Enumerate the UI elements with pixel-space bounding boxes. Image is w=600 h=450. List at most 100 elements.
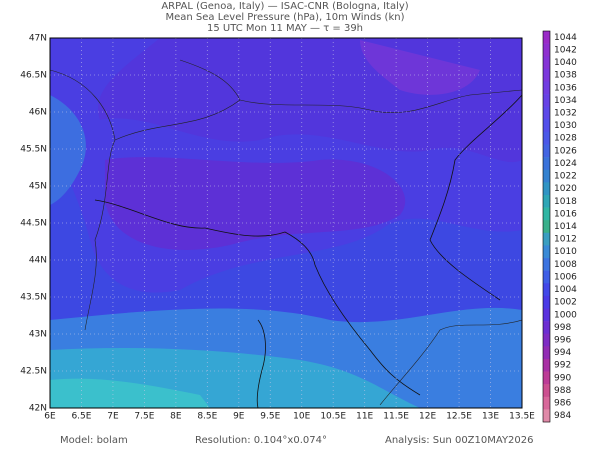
colorbar-swatch [543, 409, 550, 423]
lon-label: 11.5E [383, 412, 409, 422]
colorbar-swatch [543, 283, 550, 297]
colorbar-label: 1016 [554, 209, 577, 219]
colorbar-frame [542, 30, 551, 423]
lon-label: 12E [419, 412, 436, 422]
colorbar-label: 986 [554, 399, 571, 409]
footer-resolution: Resolution: 0.104°x0.074° [195, 435, 327, 446]
lat-label: 43.5N [20, 293, 47, 303]
colorbar-swatch [543, 56, 550, 70]
colorbar-label: 1042 [554, 45, 577, 55]
colorbar-label: 1022 [554, 172, 577, 182]
lon-label: 6E [44, 412, 56, 422]
colorbar-swatch [543, 258, 550, 271]
lat-label: 44.5N [20, 219, 47, 229]
lat-label: 45.5N [20, 145, 47, 155]
footer-analysis: Analysis: Sun 00Z10MAY2026 [385, 435, 534, 446]
colorbar-label: 1010 [554, 247, 577, 257]
lat-label: 43N [29, 330, 47, 340]
colorbar-swatch [543, 68, 550, 82]
lon-label: 11E [356, 412, 373, 422]
colorbar-swatch [543, 384, 550, 398]
colorbar-label: 992 [554, 361, 571, 371]
colorbar-swatch [543, 207, 550, 221]
colorbar-label: 1040 [554, 58, 577, 68]
colorbar-label: 1020 [554, 184, 577, 194]
colorbar-swatch [543, 144, 550, 158]
colorbar-label: 984 [554, 411, 571, 421]
colorbar-swatch [543, 358, 550, 372]
lat-label: 47N [29, 34, 47, 44]
lon-label: 10E [293, 412, 310, 422]
colorbar-swatch [543, 270, 550, 284]
lon-label: 9E [233, 412, 245, 422]
colorbar-label: 990 [554, 373, 571, 383]
lon-label: 6.5E [71, 412, 91, 422]
lat-label: 44N [29, 256, 47, 266]
footer-model: Model: bolam [60, 435, 128, 446]
lon-label: 9.5E [260, 412, 280, 422]
colorbar-swatch [543, 245, 550, 259]
lat-label: 46N [29, 108, 47, 118]
lon-label: 8.5E [197, 412, 217, 422]
colorbar-label: 996 [554, 336, 571, 346]
colorbar-label: 1024 [554, 159, 577, 169]
title-line: ARPAL (Genoa, Italy) — ISAC-CNR (Bologna… [161, 1, 408, 12]
colorbar-swatch [543, 182, 550, 196]
colorbar-swatch [543, 157, 550, 171]
colorbar-swatch [543, 131, 550, 145]
colorbar-swatch [543, 232, 550, 246]
colorbar-swatch [543, 371, 550, 385]
lat-label: 42N [29, 404, 47, 414]
colorbar-swatch [543, 43, 550, 57]
colorbar-label: 1044 [554, 33, 577, 43]
colorbar-swatch [543, 194, 550, 208]
colorbar: 1044 1042 1040 1038 1036 1034 1032 1030 1028 1026… [542, 30, 577, 423]
colorbar-swatch [543, 106, 550, 120]
colorbar-label: 1026 [554, 146, 577, 156]
colorbar-label: 1008 [554, 260, 577, 270]
colorbar-swatch [543, 31, 550, 44]
colorbar-swatch [543, 220, 550, 234]
lat-label: 42.5N [20, 367, 47, 377]
colorbar-label: 1004 [554, 285, 577, 295]
lon-label: 7.5E [134, 412, 154, 422]
colorbar-label: 1012 [554, 235, 577, 245]
title-line: 15 UTC Mon 11 MAY — τ = 39h [207, 23, 363, 34]
lon-label: 10.5E [320, 412, 346, 422]
colorbar-swatch [543, 396, 550, 410]
colorbar-swatch [543, 169, 550, 183]
lon-label: 7E [107, 412, 119, 422]
colorbar-label: 1038 [554, 71, 577, 81]
lon-label: 13E [482, 412, 499, 422]
colorbar-label: 1006 [554, 272, 577, 282]
lon-label: 12.5E [446, 412, 472, 422]
colorbar-label: 1002 [554, 298, 577, 308]
title-line: Mean Sea Level Pressure (hPa), 10m Winds… [166, 12, 405, 23]
map-field [49, 37, 523, 409]
map-frame [49, 37, 523, 409]
colorbar-swatch [543, 94, 550, 107]
colorbar-swatch [543, 81, 550, 95]
colorbar-label: 1036 [554, 83, 577, 93]
lat-label: 46.5N [20, 71, 47, 81]
colorbar-label: 998 [554, 323, 571, 333]
colorbar-label: 1034 [554, 96, 577, 106]
colorbar-swatch [543, 346, 550, 360]
lon-label: 8E [170, 412, 182, 422]
colorbar-swatch [543, 308, 550, 322]
colorbar-label: 1032 [554, 108, 577, 118]
colorbar-label: 1028 [554, 134, 577, 144]
colorbar-label: 1000 [554, 310, 577, 320]
lon-label: 13.5E [509, 412, 535, 422]
colorbar-label: 1030 [554, 121, 577, 131]
colorbar-swatch [543, 321, 550, 335]
colorbar-label: 1018 [554, 197, 577, 207]
colorbar-swatch [543, 119, 550, 133]
colorbar-swatch [543, 333, 550, 347]
colorbar-label: 1014 [554, 222, 577, 232]
colorbar-label: 994 [554, 348, 571, 358]
colorbar-swatch [543, 295, 550, 309]
lat-label: 45N [29, 182, 47, 192]
colorbar-label: 988 [554, 386, 571, 396]
